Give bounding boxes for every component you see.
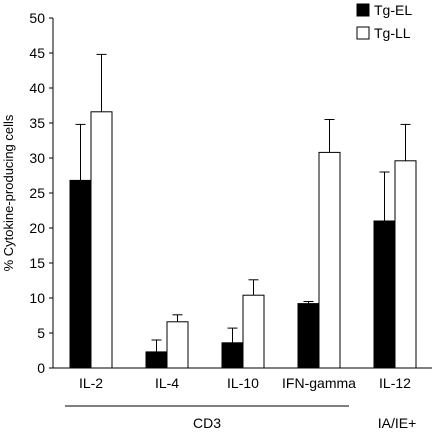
bar-tg-ll [90, 111, 113, 369]
y-tick-label: 40 [29, 80, 45, 96]
bar-tg-ll [318, 151, 341, 369]
y-tick-label: 10 [29, 290, 45, 306]
bar-tg-ll [394, 160, 417, 369]
group-label: IA/IE+ [378, 415, 417, 430]
x-tick-label: IL-12 [379, 375, 411, 391]
y-tick-label: 5 [37, 325, 45, 341]
legend-swatch-tg-ll [356, 26, 370, 40]
y-tick-label: 50 [29, 10, 45, 26]
y-tick-label: 15 [29, 255, 45, 271]
x-tick-label: IL-4 [155, 375, 179, 391]
bar-tg-ll [242, 294, 265, 369]
y-axis-label: % Cytokine-producing cells [1, 114, 16, 271]
legend-label: Tg-LL [374, 25, 411, 41]
y-tick-label: 35 [29, 115, 45, 131]
y-tick-label: 0 [37, 360, 45, 376]
y-tick-label: 20 [29, 220, 45, 236]
legend-label: Tg-EL [374, 2, 412, 18]
x-tick-label: IL-2 [79, 375, 103, 391]
x-tick-label: IL-10 [227, 375, 259, 391]
bar-tg-el [145, 351, 168, 369]
bar-tg-el [373, 220, 396, 369]
legend-swatch-tg-el [356, 3, 370, 17]
group-label: CD3 [193, 415, 221, 430]
bar-tg-el [297, 303, 320, 369]
x-tick-label: IFN-gamma [282, 375, 356, 391]
y-tick-label: 45 [29, 45, 45, 61]
y-tick-label: 25 [29, 185, 45, 201]
bar-tg-el [221, 342, 244, 369]
bar-tg-ll [166, 321, 189, 369]
y-tick-label: 30 [29, 150, 45, 166]
bar-tg-el [69, 179, 92, 369]
